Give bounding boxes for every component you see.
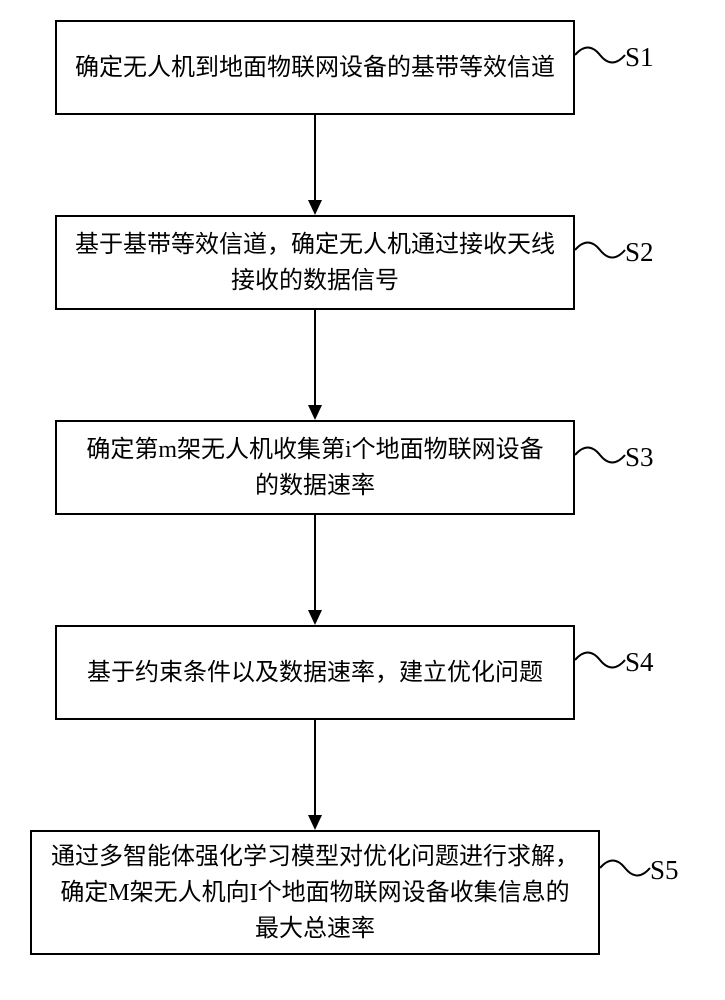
- flowchart-container: 确定无人机到地面物联网设备的基带等效信道 S1 基于基带等效信道，确定无人机通过…: [0, 0, 725, 1000]
- label-connector-s2: [575, 243, 625, 258]
- arrow-s1-s2: [308, 115, 322, 215]
- label-connector-s1: [575, 48, 625, 63]
- connector-svg: [0, 0, 725, 1000]
- label-connector-s3: [575, 448, 625, 463]
- arrow-s4-s5: [308, 720, 322, 830]
- arrow-s3-s4: [308, 515, 322, 625]
- arrow-s2-s3: [308, 310, 322, 420]
- label-connector-s4: [575, 653, 625, 668]
- label-connector-s5: [600, 861, 650, 876]
